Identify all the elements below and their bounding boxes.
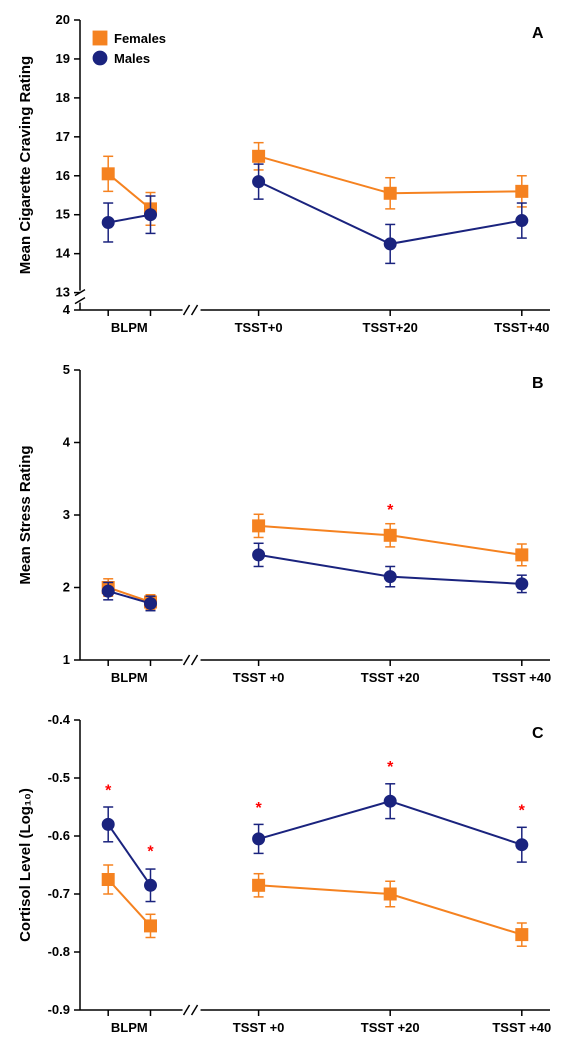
figure-svg: 41314151617181920Mean Cigarette Craving … bbox=[0, 0, 569, 1050]
y-tick-label: 18 bbox=[56, 90, 70, 105]
legend-label-females: Females bbox=[114, 31, 166, 46]
y-tick-label: 16 bbox=[56, 168, 70, 183]
legend: Females Males bbox=[93, 31, 166, 66]
significance-marker: * bbox=[387, 502, 394, 519]
x-tick-label-blpm: BLPM bbox=[111, 670, 148, 685]
x-tick-label: TSST +0 bbox=[233, 670, 285, 685]
y-tick-label: 4 bbox=[63, 302, 71, 317]
y-tick-label: 13 bbox=[56, 285, 70, 300]
x-tick-label: TSST +0 bbox=[233, 1020, 285, 1035]
y-tick-label: 15 bbox=[56, 207, 70, 222]
panel-label: B bbox=[532, 375, 544, 392]
y-tick-label: -0.8 bbox=[48, 944, 70, 959]
y-axis-label: Mean Cigarette Craving Rating bbox=[17, 56, 34, 274]
figure: 41314151617181920Mean Cigarette Craving … bbox=[0, 0, 569, 1050]
x-tick-label: TSST +40 bbox=[492, 670, 551, 685]
y-tick-label: -0.5 bbox=[48, 770, 70, 785]
x-tick-label-blpm: BLPM bbox=[111, 1020, 148, 1035]
significance-marker: * bbox=[519, 803, 526, 820]
x-tick-label: TSST +20 bbox=[361, 1020, 420, 1035]
y-tick-label: 3 bbox=[63, 507, 70, 522]
x-tick-label: TSST+20 bbox=[363, 320, 418, 335]
panel-label: A bbox=[532, 25, 544, 42]
y-tick-label: 4 bbox=[63, 435, 71, 450]
significance-marker: * bbox=[147, 843, 154, 860]
significance-marker: * bbox=[387, 759, 394, 776]
panel-C: -0.9 -0.8 -0.7 -0.6 -0.5 -0.4 Cortisol Level (… bbox=[17, 712, 551, 1035]
y-tick-label: 14 bbox=[56, 246, 71, 261]
x-tick-label: TSST +20 bbox=[361, 670, 420, 685]
y-axis-label: Mean Stress Rating bbox=[17, 445, 34, 584]
y-tick-label: -0.4 bbox=[48, 712, 71, 727]
panel-label: C bbox=[532, 725, 544, 742]
x-tick-label: TSST+40 bbox=[494, 320, 549, 335]
y-tick-label: 5 bbox=[63, 362, 70, 377]
x-tick-label: TSST +40 bbox=[492, 1020, 551, 1035]
significance-marker: * bbox=[105, 782, 112, 799]
y-tick-label: 17 bbox=[56, 129, 70, 144]
y-axis-label: Cortisol Level (Log₁₀) bbox=[17, 788, 34, 942]
y-tick-label: 1 bbox=[63, 652, 70, 667]
y-tick-label: 19 bbox=[56, 51, 70, 66]
x-tick-label: TSST+0 bbox=[235, 320, 283, 335]
y-tick-label: 20 bbox=[56, 12, 70, 27]
y-tick-label: -0.9 bbox=[48, 1002, 70, 1017]
y-tick-label: -0.7 bbox=[48, 886, 70, 901]
y-tick-label: 2 bbox=[63, 580, 70, 595]
legend-label-males: Males bbox=[114, 51, 150, 66]
significance-marker: * bbox=[255, 800, 262, 817]
panel-B: 1 2 3 4 5 Mean Stress Rating BLPM TSST +0 TSST +… bbox=[17, 362, 551, 685]
y-tick-label: -0.6 bbox=[48, 828, 70, 843]
x-tick-label-blpm: BLPM bbox=[111, 320, 148, 335]
